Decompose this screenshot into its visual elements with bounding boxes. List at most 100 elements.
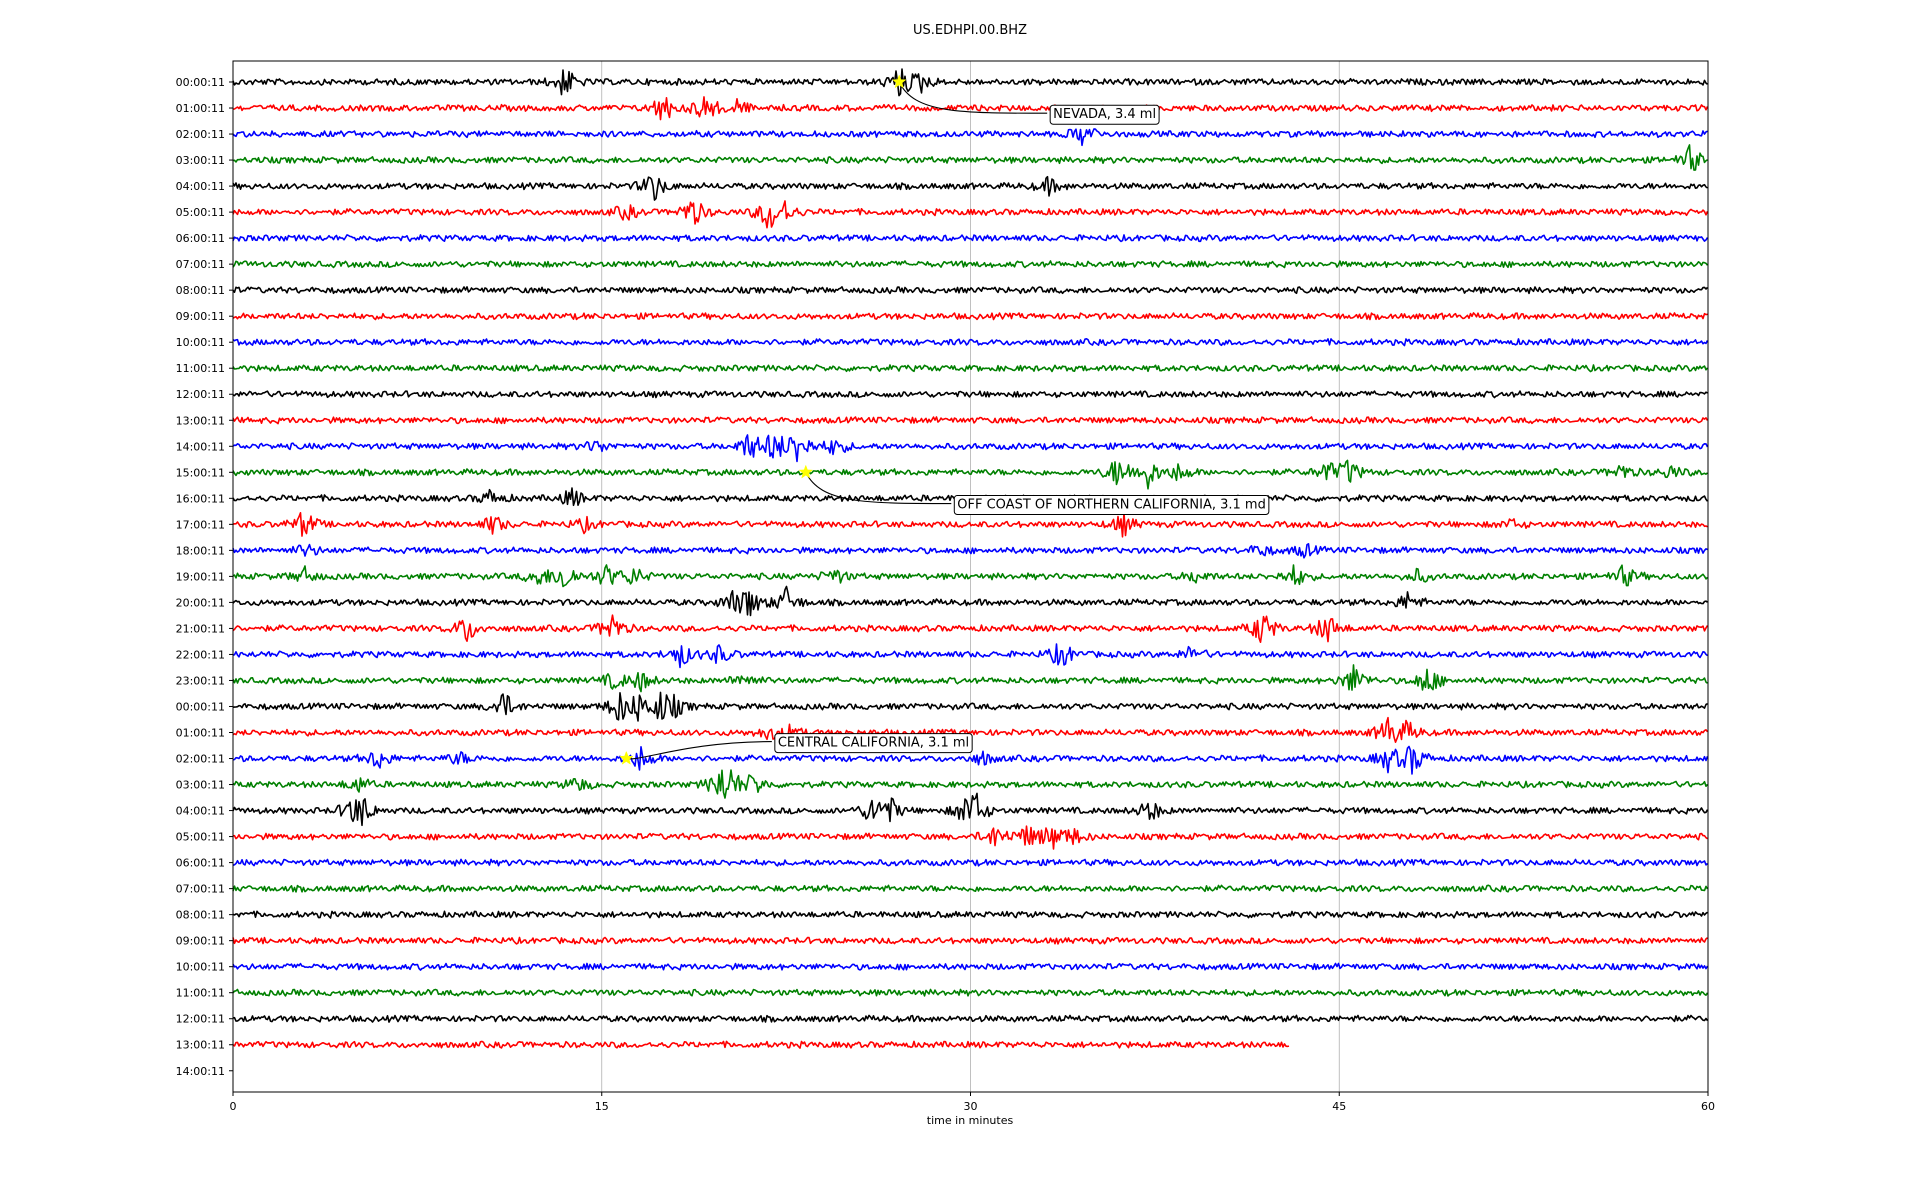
- event-star-1: [798, 464, 814, 479]
- annotation-2: CENTRAL CALIFORNIA, 3.1 ml: [619, 733, 973, 765]
- trace-37: [232, 1040, 1290, 1049]
- annotation-text-0: NEVADA, 3.4 ml: [1053, 107, 1156, 122]
- trace-8: [232, 286, 1709, 295]
- trace-26: [232, 745, 1709, 775]
- row-label-18: 18:00:11: [176, 544, 225, 557]
- event-annotations: NEVADA, 3.4 ml OFF COAST OF NORTHERN CALI…: [619, 74, 1270, 765]
- trace-22: [232, 643, 1708, 669]
- annotation-box-0: [1049, 104, 1160, 125]
- row-label-2: 02:00:11: [176, 128, 225, 141]
- trace-6: [232, 234, 1709, 243]
- trace-34: [232, 962, 1709, 971]
- row-label-27: 03:00:11: [176, 779, 225, 792]
- trace-1: [232, 96, 1709, 121]
- trace-11: [232, 364, 1709, 373]
- trace-14: [232, 434, 1709, 463]
- annotation-1: OFF COAST OF NORTHERN CALIFORNIA, 3.1 md: [798, 464, 1270, 516]
- row-label-14: 14:00:11: [176, 440, 225, 453]
- trace-21: [232, 614, 1709, 643]
- x-tick-label-2: 30: [964, 1100, 978, 1113]
- row-label-5: 05:00:11: [176, 206, 225, 219]
- row-label-25: 01:00:11: [176, 727, 225, 740]
- row-label-1: 01:00:11: [176, 102, 225, 115]
- trace-4: [232, 175, 1708, 201]
- trace-0: [232, 68, 1708, 97]
- row-label-33: 09:00:11: [176, 935, 225, 948]
- trace-33: [232, 936, 1708, 945]
- row-label-13: 13:00:11: [176, 414, 225, 427]
- row-label-9: 09:00:11: [176, 310, 225, 323]
- row-label-11: 11:00:11: [176, 362, 225, 375]
- x-tick-label-1: 15: [595, 1100, 609, 1113]
- row-label-29: 05:00:11: [176, 831, 225, 844]
- trace-23: [232, 664, 1708, 693]
- annotation-leader-2: [626, 741, 772, 760]
- trace-36: [232, 1014, 1709, 1023]
- x-tick-label-3: 45: [1332, 1100, 1346, 1113]
- row-label-3: 03:00:11: [176, 154, 225, 167]
- row-label-8: 08:00:11: [176, 284, 225, 297]
- annotation-box-1: [953, 495, 1270, 516]
- trace-30: [232, 858, 1709, 867]
- trace-32: [232, 910, 1708, 919]
- row-time-labels: 00:00:11 01:00:11 02:00:11 03:00:11 04:00:11…: [176, 76, 233, 1078]
- event-star-2: [619, 750, 634, 765]
- x-axis-ticks: 0 15 30 45 60: [230, 1092, 1715, 1113]
- row-label-26: 02:00:11: [176, 753, 225, 766]
- row-label-34: 10:00:11: [176, 961, 225, 974]
- trace-31: [232, 884, 1709, 893]
- row-label-17: 17:00:11: [176, 518, 225, 531]
- annotation-text-1: OFF COAST OF NORTHERN CALIFORNIA, 3.1 md: [957, 498, 1266, 513]
- plot-frame: [232, 60, 1709, 1093]
- annotation-text-2: CENTRAL CALIFORNIA, 3.1 ml: [778, 736, 969, 751]
- row-label-32: 08:00:11: [176, 909, 225, 922]
- trace-10: [232, 338, 1709, 347]
- row-label-16: 16:00:11: [176, 492, 225, 505]
- row-label-12: 12:00:11: [176, 388, 225, 401]
- trace-20: [232, 585, 1708, 617]
- row-label-19: 19:00:11: [176, 570, 225, 583]
- row-label-21: 21:00:11: [176, 622, 225, 635]
- annotation-0: NEVADA, 3.4 ml: [891, 74, 1160, 125]
- row-label-6: 06:00:11: [176, 232, 225, 245]
- row-label-22: 22:00:11: [176, 648, 225, 661]
- row-label-20: 20:00:11: [176, 596, 225, 609]
- row-label-30: 06:00:11: [176, 857, 225, 870]
- trace-27: [232, 769, 1709, 799]
- trace-5: [232, 200, 1709, 229]
- trace-28: [232, 792, 1709, 827]
- trace-12: [232, 390, 1708, 399]
- row-label-23: 23:00:11: [176, 674, 225, 687]
- trace-3: [232, 144, 1708, 171]
- trace-25: [232, 716, 1709, 743]
- event-star-0: [891, 74, 907, 89]
- x-axis-label: time in minutes: [927, 1114, 1014, 1127]
- trace-2: [232, 128, 1708, 147]
- trace-18: [232, 543, 1708, 559]
- chart-title: US.EDHPI.00.BHZ: [913, 23, 1027, 38]
- row-label-4: 04:00:11: [176, 180, 225, 193]
- trace-7: [232, 260, 1709, 269]
- trace-15: [232, 459, 1709, 490]
- row-label-37: 13:00:11: [176, 1039, 225, 1052]
- traces: [232, 68, 1709, 1049]
- trace-35: [232, 988, 1709, 997]
- trace-19: [232, 564, 1709, 588]
- row-label-10: 10:00:11: [176, 336, 225, 349]
- row-label-28: 04:00:11: [176, 805, 225, 818]
- x-tick-label-4: 60: [1701, 1100, 1715, 1113]
- row-label-31: 07:00:11: [176, 883, 225, 896]
- row-label-38: 14:00:11: [176, 1065, 225, 1078]
- row-label-36: 12:00:11: [176, 1013, 225, 1026]
- trace-29: [232, 825, 1708, 850]
- row-label-7: 07:00:11: [176, 258, 225, 271]
- annotation-leader-0: [898, 81, 1048, 114]
- row-label-24: 00:00:11: [176, 700, 225, 713]
- trace-9: [232, 312, 1708, 321]
- x-tick-label-0: 0: [230, 1100, 237, 1113]
- annotation-box-2: [774, 733, 973, 754]
- trace-24: [232, 691, 1708, 722]
- row-label-15: 15:00:11: [176, 466, 225, 479]
- trace-17: [232, 511, 1708, 538]
